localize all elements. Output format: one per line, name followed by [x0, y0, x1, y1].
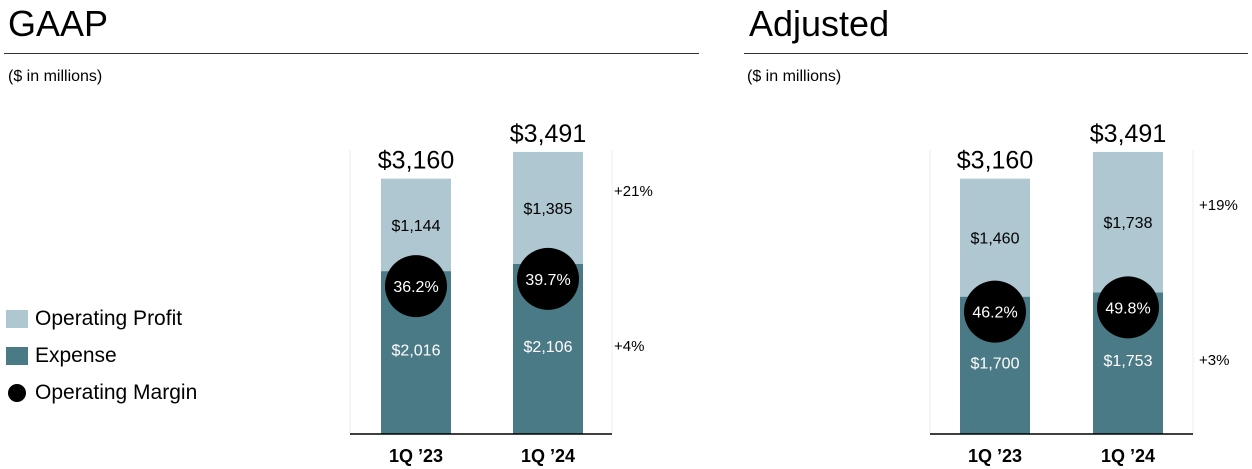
adjusted-category-label-0: 1Q ’23: [968, 446, 1022, 466]
gaap-label-expense-1: $2,106: [524, 339, 573, 356]
adjusted-growth-operating-profit: +19%: [1199, 197, 1238, 214]
adjusted-margin-label-1: 49.8%: [1105, 300, 1150, 317]
adjusted-label-operating-profit-1: $1,738: [1104, 215, 1153, 232]
gaap-category-label-1: 1Q ’24: [521, 446, 575, 466]
gaap-margin-label-1: 39.7%: [525, 272, 570, 289]
adjusted-label-operating-profit-0: $1,460: [971, 231, 1020, 248]
gaap-growth-operating-profit: +21%: [614, 183, 653, 200]
adjusted-label-expense-1: $1,753: [1104, 353, 1153, 370]
gaap-label-expense-0: $2,016: [392, 343, 441, 360]
gaap-total-label-1: $3,491: [510, 120, 586, 148]
adjusted-category-label-1: 1Q ’24: [1101, 446, 1155, 466]
adjusted-total-label-0: $3,160: [957, 147, 1033, 175]
adjusted-growth-expense: +3%: [1199, 352, 1229, 369]
gaap-category-label-0: 1Q ’23: [389, 446, 443, 466]
charts-canvas: $1,144 $2,016 $3,160 36.2% 1Q ’23 $1,385 $2,10…: [0, 0, 1252, 469]
gaap-label-operating-profit-0: $1,144: [392, 218, 441, 235]
gaap-label-operating-profit-1: $1,385: [524, 201, 573, 218]
adjusted-margin-label-0: 46.2%: [972, 305, 1017, 322]
gaap-total-label-0: $3,160: [378, 147, 454, 175]
adjusted-total-label-1: $3,491: [1090, 120, 1166, 148]
adjusted-label-expense-0: $1,700: [971, 355, 1020, 372]
gaap-margin-label-0: 36.2%: [393, 279, 438, 296]
gaap-growth-expense: +4%: [614, 338, 644, 355]
